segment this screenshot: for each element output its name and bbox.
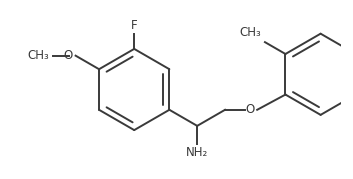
Text: CH₃: CH₃ [28,49,49,62]
Text: O: O [63,49,72,62]
Text: CH₃: CH₃ [240,26,262,39]
Text: O: O [246,103,255,116]
Text: NH₂: NH₂ [186,146,208,159]
Text: F: F [131,19,138,32]
